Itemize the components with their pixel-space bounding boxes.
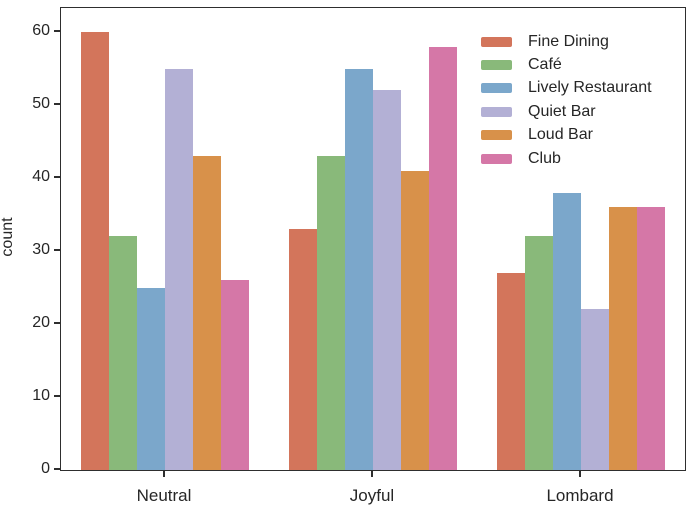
- y-tick-mark: [54, 322, 60, 324]
- y-tick-label: 20: [32, 314, 50, 332]
- bar: [553, 192, 581, 470]
- bar: [497, 272, 525, 470]
- x-tick-label: Lombard: [546, 486, 614, 505]
- y-tick-label: 0: [41, 460, 50, 477]
- legend-swatch: [481, 130, 512, 141]
- legend-swatch: [481, 83, 512, 94]
- bar: [137, 287, 165, 470]
- y-axis-label: count: [0, 217, 16, 257]
- x-tick-label: Neutral: [136, 486, 192, 505]
- x-tick-mark: [371, 470, 373, 477]
- x-tick-label: Joyful: [349, 486, 395, 505]
- y-tick-mark: [54, 103, 60, 105]
- bar: [581, 309, 609, 470]
- bar: [345, 68, 373, 470]
- y-tick-label: 50: [32, 95, 50, 113]
- legend-label: Fine Dining: [528, 32, 609, 50]
- plot-area: Fine Dining Café Lively Restaurant Quiet Ba…: [60, 7, 686, 471]
- bar: [609, 207, 637, 470]
- legend-item: Lively Restaurant: [481, 77, 652, 100]
- bar: [81, 32, 109, 470]
- y-tick-mark: [54, 30, 60, 32]
- legend-swatch: [481, 36, 512, 47]
- legend: Fine Dining Café Lively Restaurant Quiet Ba…: [481, 30, 652, 170]
- bar: [401, 170, 429, 470]
- y-tick-mark: [54, 468, 60, 470]
- legend-label: Café: [528, 56, 562, 74]
- bar: [289, 229, 317, 470]
- y-tick-label: 40: [32, 168, 50, 186]
- y-tick-label: 10: [32, 387, 50, 404]
- legend-label: Quiet Bar: [528, 102, 596, 120]
- y-tick-mark: [54, 249, 60, 251]
- legend-swatch: [481, 60, 512, 71]
- x-tick-mark: [163, 470, 165, 477]
- legend-label: Lively Restaurant: [528, 79, 652, 97]
- y-tick-label: 60: [32, 22, 50, 40]
- bar: [317, 156, 345, 470]
- bar: [221, 280, 249, 470]
- x-tick-mark: [579, 470, 581, 477]
- y-tick-mark: [54, 176, 60, 178]
- bar: [429, 46, 457, 470]
- legend-swatch: [481, 106, 512, 117]
- bar: [193, 156, 221, 470]
- legend-label: Loud Bar: [528, 126, 593, 144]
- bar: [165, 68, 193, 470]
- legend-swatch: [481, 153, 512, 164]
- legend-item: Fine Dining: [481, 30, 652, 53]
- bar: [109, 236, 137, 470]
- bar: [525, 236, 553, 470]
- legend-item: Quiet Bar: [481, 100, 652, 123]
- legend-item: Club: [481, 147, 652, 170]
- legend-label: Club: [528, 149, 561, 167]
- bar: [373, 90, 401, 470]
- y-tick-mark: [54, 395, 60, 397]
- y-tick-label: 30: [32, 241, 50, 259]
- bar: [637, 207, 665, 470]
- legend-item: Loud Bar: [481, 124, 652, 147]
- legend-item: Café: [481, 53, 652, 76]
